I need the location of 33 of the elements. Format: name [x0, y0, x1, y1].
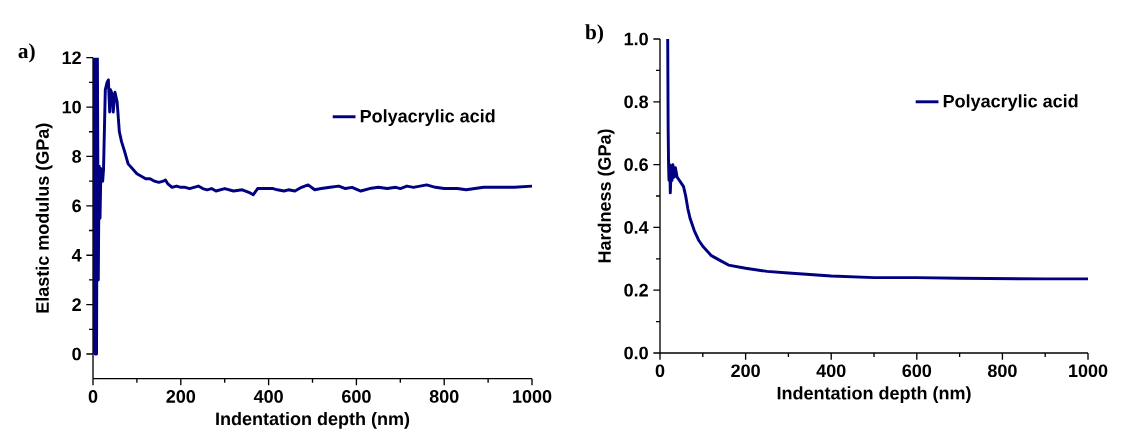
chart-title: b)	[585, 24, 603, 44]
y-tick-label: 0.2	[624, 283, 648, 297]
y-tick-label: 0	[72, 347, 81, 361]
y-tick-label: 4	[71, 248, 82, 262]
x-tick-label: 0	[88, 389, 98, 403]
x-tick-label: 800	[429, 389, 459, 403]
x-tick-label: 200	[731, 364, 760, 378]
y-tick-label: 12	[62, 51, 81, 64]
y-tick-label: 6	[72, 199, 81, 213]
chart-title: a)	[18, 43, 35, 63]
y-tick-label: 0.4	[624, 220, 649, 234]
legend-label: Polyacrylic acid	[943, 94, 1078, 111]
y-tick-label: 8	[72, 149, 82, 163]
x-tick-label: 1000	[1069, 364, 1108, 378]
x-axis-title: Indentation depth (nm)	[777, 386, 971, 403]
y-axis-title: Elastic modulus (GPa)	[35, 123, 53, 313]
y-tick-label: 2	[72, 298, 81, 311]
y-tick-label: 10	[62, 100, 81, 114]
y-axis-title: Hardness (GPa)	[597, 129, 615, 263]
x-tick-label: 400	[253, 389, 283, 403]
x-tick-label: 600	[342, 389, 371, 403]
legend-label: Polyacrylic acid	[360, 109, 495, 126]
x-tick-label: 800	[987, 364, 1017, 378]
y-tick-label: 0.8	[624, 95, 649, 109]
x-tick-label: 600	[902, 364, 932, 378]
y-tick-label: 0.0	[624, 346, 648, 360]
x-tick-label: 0	[655, 364, 665, 378]
y-tick-label: 0.6	[624, 158, 648, 171]
x-tick-label: 1000	[513, 389, 552, 403]
x-tick-label: 400	[816, 364, 846, 378]
x-tick-label: 200	[166, 389, 196, 403]
x-axis-title: Indentation depth (nm)	[216, 411, 410, 429]
y-tick-label: 1.0	[624, 32, 648, 46]
